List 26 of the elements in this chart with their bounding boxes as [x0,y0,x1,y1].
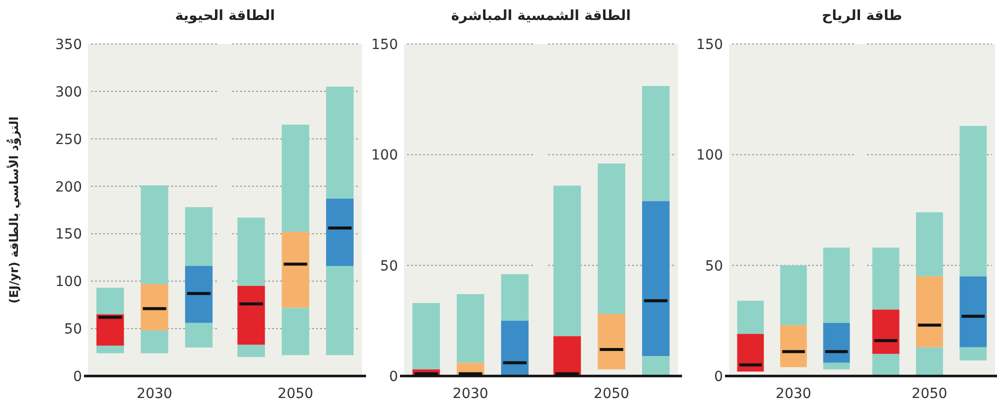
x-tick-label: 2030 [452,386,488,402]
y-tick-label: 0 [714,369,723,385]
y-tick-label: 0 [389,369,398,385]
chart-title: طاقة الرياح [822,8,902,24]
y-tick-label: 150 [371,37,398,53]
y-tick-label: 100 [55,274,82,290]
chart-title: الطاقة الحيوية [175,8,275,24]
chart-title: الطاقة الشمسية المباشرة [451,8,631,24]
x-tick-label: 2050 [912,386,948,402]
y-axis-title: التزوُّد الأساسي بالطاقة (EJ/yr) [6,116,21,304]
x-tick-label: 2030 [776,386,812,402]
x-tick-label: 2050 [278,386,314,402]
y-tick-label: 150 [55,226,82,243]
y-tick-label: 200 [55,179,82,196]
y-tick-label: 350 [55,37,82,53]
y-tick-label: 100 [696,148,723,164]
y-tick-label: 0 [73,369,82,385]
y-tick-label: 50 [705,258,723,274]
y-tick-label: 50 [64,322,82,338]
x-tick-label: 2030 [136,386,172,402]
y-tick-label: 50 [380,258,398,274]
x-tick-label: 2050 [594,386,630,402]
y-tick-label: 100 [371,148,398,164]
y-tick-label: 300 [55,84,82,100]
y-tick-label: 150 [696,37,723,53]
y-tick-label: 250 [55,132,82,148]
